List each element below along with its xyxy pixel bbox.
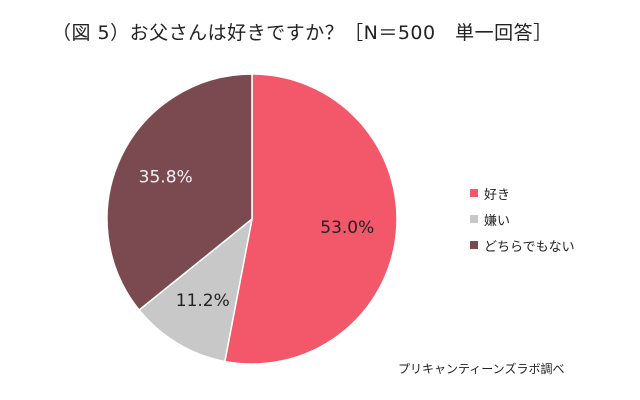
legend-item-dislike: 嫌い [470,206,575,232]
pie-slice-neither [106,73,253,312]
pie-slice-like [223,73,398,365]
pie-labels: 53.0% 11.2% 35.8% [139,168,375,311]
pie-slice-dislike [138,217,254,363]
legend-swatch-like [470,189,478,197]
pie-slices [106,73,398,365]
legend-swatch-dislike [470,215,478,223]
chart-title: （図 5）お父さんは好きですか？［N＝500 単一回答］ [52,22,553,44]
pie-label-dislike: 11.2% [176,291,230,311]
legend-item-neither: どちらでもない [470,232,575,258]
pie-label-like: 53.0% [320,218,374,238]
legend-swatch-neither [470,241,478,249]
legend-label-dislike: 嫌い [484,213,511,229]
source-credit: プリキャンティーンズラボ調べ [398,362,565,376]
legend-item-like: 好き [470,180,575,206]
pie-label-neither: 35.8% [139,168,193,188]
legend-label-neither: どちらでもない [484,239,575,255]
legend-label-like: 好き [484,187,511,203]
legend: 好き 嫌い どちらでもない [470,180,575,258]
